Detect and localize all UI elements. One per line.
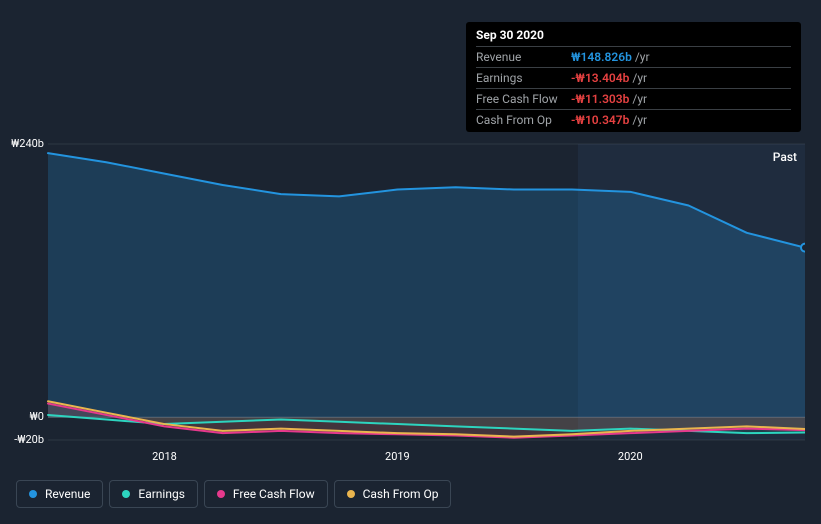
x-axis-label: 2019 (385, 450, 410, 463)
tooltip-row-value: -₩13.404b (571, 71, 629, 85)
financials-chart[interactable]: Past ₩240b₩0-₩20b 201820192020 (16, 122, 805, 462)
legend-item-label: Revenue (45, 487, 90, 501)
legend-item-label: Earnings (138, 487, 185, 501)
chart-legend: Revenue Earnings Free Cash Flow Cash From O… (16, 480, 451, 508)
legend-item-label: Free Cash Flow (233, 487, 315, 501)
legend-item-label: Cash From Op (363, 487, 439, 501)
tooltip-row-unit: /yr (635, 50, 650, 64)
tooltip-row-label: Revenue (476, 50, 571, 64)
tooltip-row: Free Cash Flow-₩11.303b/yr (476, 88, 791, 109)
tooltip-date: Sep 30 2020 (476, 28, 791, 46)
legend-item-earnings[interactable]: Earnings (109, 480, 198, 508)
tooltip-row-value: -₩11.303b (571, 92, 629, 106)
tooltip-row: Earnings-₩13.404b/yr (476, 67, 791, 88)
legend-dot-icon (122, 490, 130, 498)
x-axis-label: 2020 (618, 450, 643, 463)
tooltip-row: Revenue₩148.826b/yr (476, 46, 791, 67)
past-label: Past (773, 150, 797, 164)
chart-tooltip: Sep 30 2020 Revenue₩148.826b/yrEarnings-… (466, 22, 801, 132)
legend-item-free-cash-flow[interactable]: Free Cash Flow (204, 480, 328, 508)
y-axis-label: ₩0 (4, 410, 44, 423)
tooltip-row-label: Earnings (476, 71, 571, 85)
tooltip-row-label: Free Cash Flow (476, 92, 571, 106)
legend-dot-icon (217, 490, 225, 498)
x-axis-label: 2018 (152, 450, 177, 463)
legend-item-revenue[interactable]: Revenue (16, 480, 103, 508)
legend-dot-icon (347, 490, 355, 498)
tooltip-row-value: ₩148.826b (571, 50, 632, 64)
legend-dot-icon (29, 490, 37, 498)
y-axis-label: -₩20b (4, 433, 44, 446)
legend-item-cash-from-op[interactable]: Cash From Op (334, 480, 452, 508)
tooltip-row-unit: /yr (632, 71, 647, 85)
y-axis-label: ₩240b (4, 137, 44, 150)
tooltip-row-unit: /yr (632, 92, 647, 106)
